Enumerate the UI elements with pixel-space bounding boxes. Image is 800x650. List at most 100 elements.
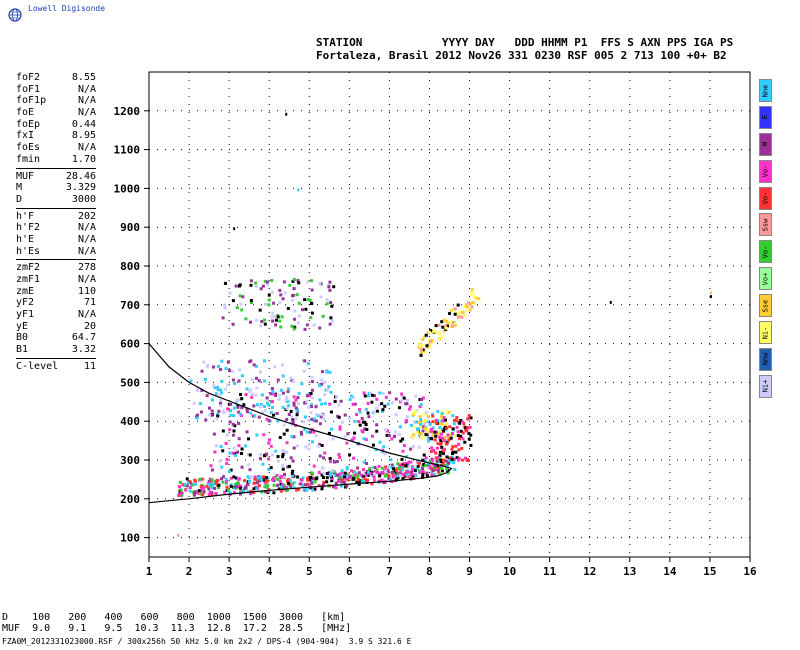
- echo-pixel: [375, 429, 379, 433]
- echo-pixel: [406, 415, 410, 419]
- echo-pixel: [439, 431, 443, 435]
- echo-pixel: [318, 454, 322, 458]
- echo-pixel: [412, 420, 416, 424]
- echo-pixel: [434, 324, 438, 328]
- echo-pixel: [269, 466, 273, 470]
- echo-pixel: [469, 433, 473, 437]
- echo-pixel: [436, 455, 440, 459]
- echo-pixel: [278, 436, 282, 440]
- echo-pixel: [353, 431, 357, 435]
- echo-pixel: [375, 409, 379, 413]
- echo-pixel: [421, 425, 425, 429]
- echo-pixel: [327, 385, 331, 389]
- echo-pixel: [439, 458, 443, 462]
- echo-pixel: [429, 329, 433, 333]
- echo-pixel: [329, 390, 333, 394]
- echo-pixel: [300, 478, 304, 482]
- echo-pixel: [419, 418, 423, 422]
- x-tick-label: 9: [466, 565, 473, 578]
- echo-pixel: [280, 315, 284, 319]
- echo-pixel: [229, 468, 233, 472]
- echo-pixel: [325, 298, 329, 302]
- echo-pixel: [455, 419, 459, 423]
- echo-pixel: [200, 369, 204, 373]
- echo-pixel: [328, 402, 332, 406]
- echo-pixel: [472, 295, 476, 299]
- echo-pixel: [446, 463, 450, 467]
- echo-pixel: [312, 323, 316, 327]
- echo-pixel: [466, 417, 470, 421]
- echo-pixel: [370, 393, 374, 397]
- echo-pixel: [255, 481, 259, 485]
- echo-pixel: [266, 483, 270, 487]
- echo-pixel: [273, 365, 277, 369]
- echo-pixel: [360, 429, 364, 433]
- echo-pixel: [456, 303, 460, 307]
- echo-pixel: [291, 419, 295, 423]
- y-tick-label: 600: [120, 338, 140, 351]
- echo-pixel: [180, 491, 184, 495]
- legend-label: Nne: [761, 84, 770, 97]
- echo-pixel: [289, 376, 293, 380]
- echo-pixel: [451, 445, 455, 449]
- echo-pixel: [421, 458, 425, 462]
- echo-pixel: [297, 301, 301, 305]
- echo-pixel: [403, 472, 407, 476]
- echo-pixel: [343, 471, 347, 475]
- echo-pixel: [457, 315, 461, 319]
- legend-chip-0: Nne: [759, 79, 772, 102]
- y-tick-label: 1100: [114, 144, 141, 157]
- echo-pixel: [272, 483, 276, 487]
- parameter-value: 278: [77, 262, 96, 274]
- echo-pixel: [320, 382, 324, 386]
- echo-pixel: [278, 319, 282, 323]
- echo-pixel: [281, 374, 285, 378]
- echo-pixel: [297, 391, 301, 395]
- echo-pixel: [348, 453, 352, 457]
- echo-pixel: [381, 448, 385, 452]
- echo-pixel: [309, 476, 313, 480]
- echo-pixel: [443, 439, 447, 443]
- parameter-name: D: [16, 193, 23, 205]
- echo-pixel: [389, 478, 393, 482]
- echo-pixel: [216, 414, 220, 418]
- echo-pixel: [316, 414, 320, 418]
- echo-pixel: [310, 311, 314, 315]
- echo-pixel: [416, 427, 420, 431]
- parameter-row-b1: B1 3.32: [16, 344, 96, 356]
- legend-label: Ssw: [761, 218, 770, 232]
- echo-pixel: [418, 405, 422, 409]
- echo-pixel: [295, 488, 299, 492]
- echo-pixel: [196, 413, 200, 417]
- echo-pixel: [278, 301, 282, 305]
- echo-pixel: [270, 290, 274, 294]
- echo-pixel: [463, 314, 467, 318]
- echo-pixel: [309, 279, 313, 283]
- parameter-row-m: M 3.329: [16, 182, 96, 194]
- parameter-name: yE: [16, 320, 29, 332]
- echo-pixel: [296, 402, 300, 406]
- echo-pixel: [285, 395, 289, 399]
- y-tick-label: 400: [120, 415, 140, 428]
- echo-pixel: [293, 309, 297, 313]
- echo-point: [177, 533, 180, 537]
- echo-pixel: [436, 468, 440, 472]
- echo-pixel: [443, 418, 447, 422]
- echo-pixel: [265, 396, 269, 400]
- parameter-row-d: D 3000: [16, 194, 96, 206]
- echo-pixel: [207, 413, 211, 417]
- echo-pixel: [447, 436, 451, 440]
- echo-pixel: [271, 311, 275, 315]
- echo-pixel: [438, 454, 442, 458]
- echo-pixel: [329, 471, 333, 475]
- echo-pixel: [419, 425, 423, 429]
- echo-pixel: [256, 403, 260, 407]
- echo-pixel: [308, 484, 312, 488]
- echo-pixel: [318, 326, 322, 330]
- echo-pixel: [204, 377, 208, 381]
- echo-pixel: [178, 485, 182, 489]
- echo-pixel: [343, 435, 347, 439]
- echo-pixel: [263, 481, 267, 485]
- echo-pixel: [232, 429, 236, 433]
- echo-pixel: [233, 452, 237, 456]
